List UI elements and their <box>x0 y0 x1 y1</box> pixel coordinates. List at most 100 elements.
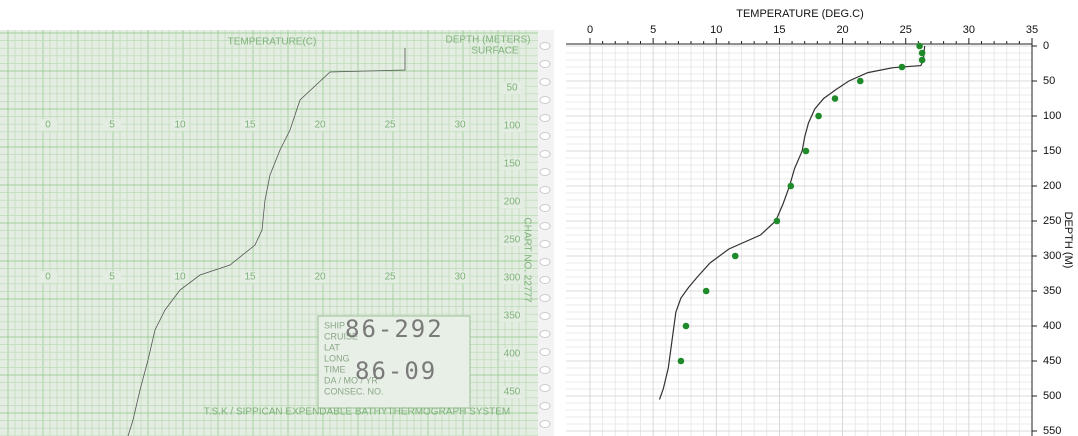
profile-chart: 0 5 10 15 20 25 30 3505010015020025030035040045… <box>566 8 1074 436</box>
data-point <box>677 357 685 365</box>
y-tick-label: 250 <box>1043 215 1061 227</box>
scan-label-bg <box>500 82 524 94</box>
scan-grid: 0 0 5 5 10 10 15 15 20 20 25 25 30 30 50 100 150 200 250 30… <box>0 30 538 436</box>
scan-temp-label: 30 <box>454 272 466 283</box>
y-tick-label: 500 <box>1043 390 1061 402</box>
sprocket-hole <box>539 132 551 140</box>
x-tick-label: 30 <box>963 24 975 36</box>
sprocket-hole <box>539 42 551 50</box>
scan-label-bg <box>500 386 524 398</box>
scan-depth-label: 50 <box>506 83 518 94</box>
data-point <box>856 77 864 85</box>
data-point <box>787 182 795 190</box>
scan-label-bg <box>381 119 399 131</box>
scan-temp-label: 25 <box>384 272 396 283</box>
form-label: LAT <box>324 342 340 352</box>
scan-label-bg <box>171 119 189 131</box>
scan-depth-label: 400 <box>504 349 521 360</box>
sprocket-hole <box>539 240 551 248</box>
sprocket-strip <box>538 30 554 436</box>
scan-temp-label: 15 <box>244 272 256 283</box>
y-axis-label: DEPTH (M) <box>1062 212 1074 269</box>
sprocket-hole <box>539 330 551 338</box>
scan-label-bg <box>171 271 189 283</box>
scan-label-bg <box>381 271 399 283</box>
scan-label-bg <box>311 271 329 283</box>
data-point <box>916 42 923 50</box>
x-tick-label: 35 <box>1026 24 1038 36</box>
scan-temp-label: 0 <box>45 272 51 283</box>
sprocket-hole <box>539 114 551 122</box>
scan-temp-label: 10 <box>174 272 186 283</box>
sprocket-hole <box>539 222 551 230</box>
y-tick-label: 350 <box>1043 285 1061 297</box>
x-tick-label: 15 <box>773 24 785 36</box>
sprocket-hole <box>539 78 551 86</box>
sprocket-hole <box>539 96 551 104</box>
data-point <box>682 322 690 330</box>
chart-title: TEMPERATURE (DEG.C) <box>736 8 864 20</box>
x-tick-label: 10 <box>710 24 722 36</box>
scan-footer: T.S.K / SIPPICAN EXPENDABLE BATHYTHERMOG… <box>204 407 511 418</box>
data-point <box>731 252 739 260</box>
sprocket-hole <box>539 150 551 158</box>
scan-depth-label: 200 <box>504 197 521 208</box>
plot-background <box>566 40 1032 436</box>
y-tick-label: 450 <box>1043 355 1061 367</box>
scan-label-bg <box>500 120 524 132</box>
data-point <box>702 287 710 295</box>
data-point <box>773 217 781 225</box>
sprocket-hole <box>539 402 551 410</box>
form-label: CRUISE <box>324 331 358 341</box>
y-tick-label: 300 <box>1043 250 1061 262</box>
sprocket-hole <box>539 258 551 266</box>
scan-depth-label: 150 <box>504 159 521 170</box>
sprocket-hole <box>539 276 551 284</box>
scan-label-bg <box>451 119 469 131</box>
scan-temp-label: 15 <box>244 120 256 131</box>
scan-label-bg <box>39 271 57 283</box>
sprocket-hole <box>539 348 551 356</box>
scan-depth-label: 100 <box>504 121 521 132</box>
scan-label-bg <box>241 119 259 131</box>
scan-temp-label: 5 <box>109 120 115 131</box>
scan-temp-label: 25 <box>384 120 396 131</box>
scan-temp-label: 30 <box>454 120 466 131</box>
x-tick-label: 25 <box>900 24 912 36</box>
form-label: LONG <box>324 353 350 363</box>
scan-label-bg <box>500 272 524 284</box>
scan-label-bg <box>500 310 524 322</box>
handwritten-ship: 86-292 <box>345 315 444 343</box>
scan-temp-label: 10 <box>174 120 186 131</box>
y-tick-label: 400 <box>1043 320 1061 332</box>
scan-label-bg <box>500 196 524 208</box>
sprocket-hole <box>539 366 551 374</box>
form-label: DA / MO / YR <box>324 375 378 385</box>
y-tick-label: 200 <box>1043 180 1061 192</box>
scan-label-bg <box>39 119 57 131</box>
x-tick-label: 5 <box>650 24 656 36</box>
sprocket-hole <box>539 384 551 392</box>
scan-label-bg <box>311 119 329 131</box>
data-point <box>918 56 926 64</box>
y-tick-label: 550 <box>1043 425 1061 436</box>
scan-label-bg <box>500 348 524 360</box>
sprocket-hole <box>539 204 551 212</box>
scanned-chart: 0 0 5 5 10 10 15 15 20 20 25 25 30 30 50 100 150 200 250 30… <box>0 30 555 436</box>
scan-trace <box>127 48 406 436</box>
scan-temp-label: 20 <box>314 272 326 283</box>
form-label: SHIP <box>324 320 345 330</box>
data-point <box>898 63 906 71</box>
scan-label-bg <box>500 158 524 170</box>
scan-header: DEPTH (METERS) <box>446 35 531 46</box>
scan-depth-label: 300 <box>504 273 521 284</box>
y-tick-label: 100 <box>1043 110 1061 122</box>
scan-header: SURFACE <box>471 46 519 57</box>
form-label: TIME <box>324 364 346 374</box>
scan-header: TEMPERATURE(C) <box>228 37 317 48</box>
scan-depth-label: 450 <box>504 387 521 398</box>
data-point <box>831 95 839 102</box>
y-tick-label: 50 <box>1043 75 1055 87</box>
scan-depth-label: 250 <box>504 235 521 246</box>
